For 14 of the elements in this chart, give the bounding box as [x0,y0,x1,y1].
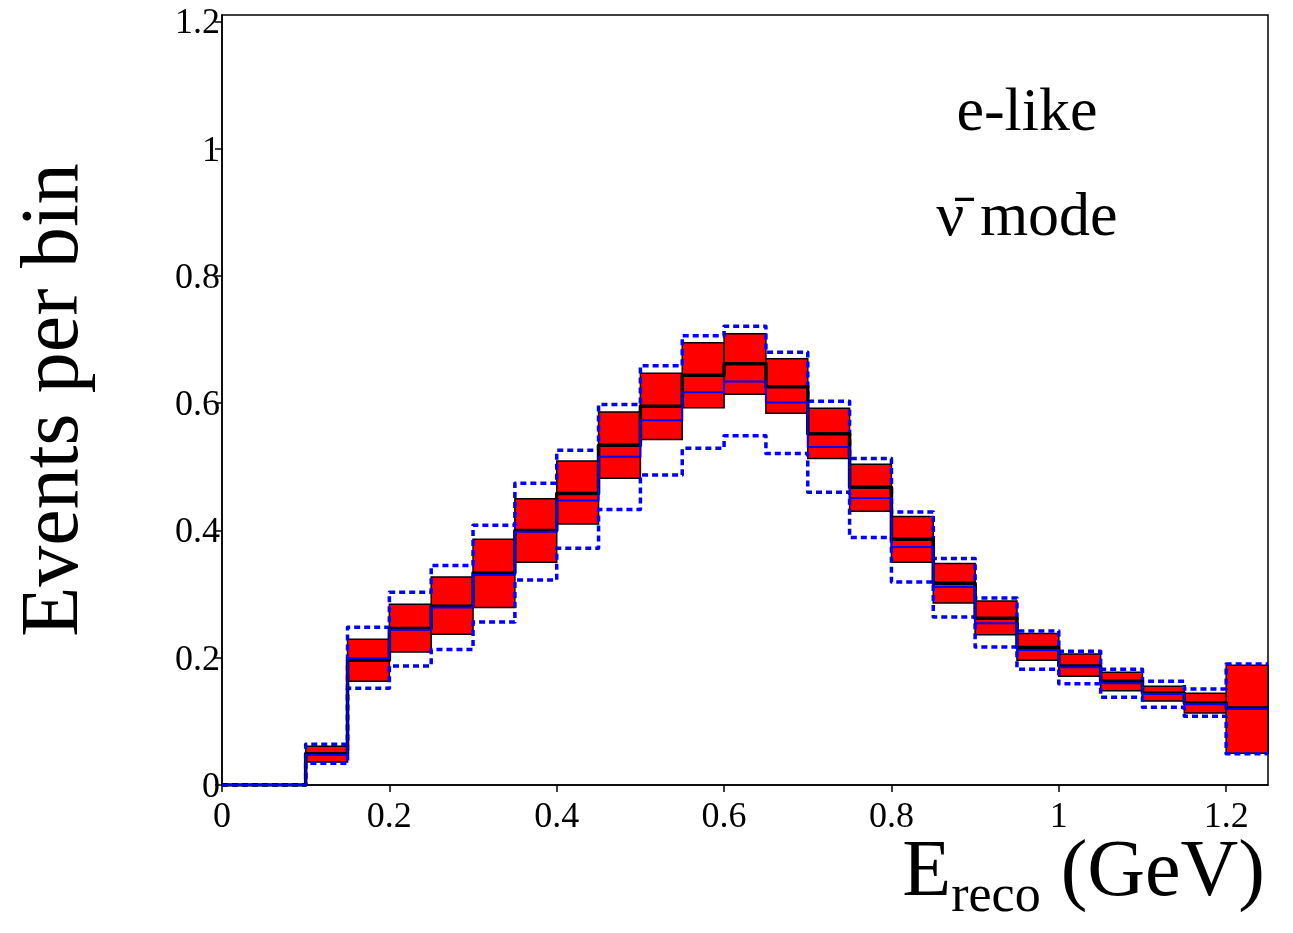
x-tick-label: 0.2 [366,795,412,835]
y-tick-label: 0.6 [175,383,220,424]
x-tick-label: 0.6 [701,795,747,835]
y-tick-label: 0.8 [175,255,220,296]
y-tick-label: 1.2 [175,1,220,42]
annotation: ν̄ mode [936,180,1118,248]
x-tick-label: 1.2 [1203,795,1249,835]
x-tick-label: 0.4 [534,795,580,835]
y-tick-label: 0.2 [175,637,220,678]
annotation: e-like [956,75,1098,143]
y-tick-label: 0.4 [175,510,220,551]
y-axis-title: Events per bin [3,163,95,637]
y-tick-label: 1 [202,128,220,169]
x-tick-label: 1 [1049,795,1068,835]
